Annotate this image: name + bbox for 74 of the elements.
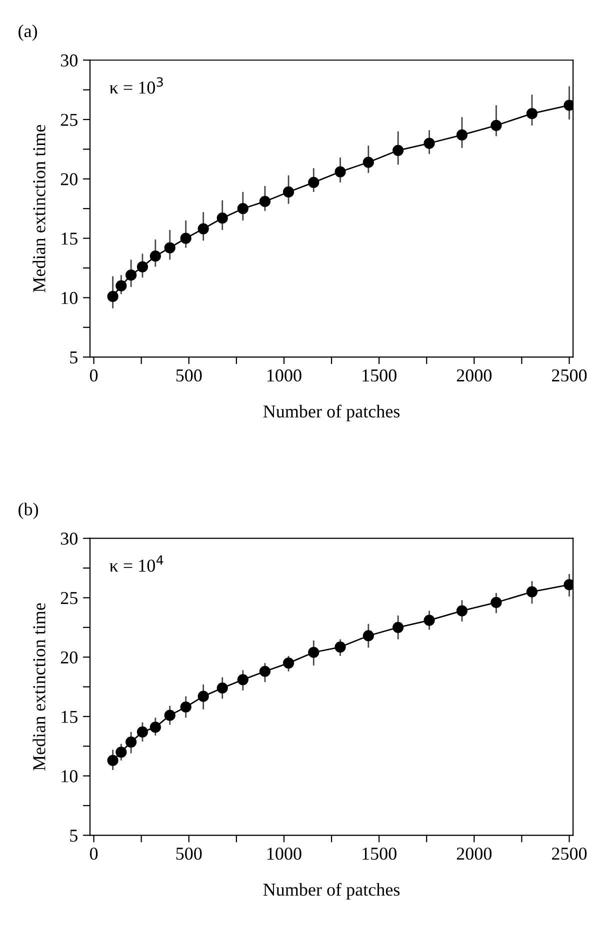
point <box>237 203 248 214</box>
x-tick-label: 0 <box>90 369 98 382</box>
point <box>136 726 148 738</box>
x-tick-label: 2500 <box>552 848 587 860</box>
point <box>456 605 468 616</box>
point <box>362 630 374 642</box>
point <box>259 666 271 677</box>
y-tick-label: 25 <box>60 592 78 604</box>
x-tick-label: 1500 <box>362 848 396 860</box>
x-axis-title: Number of patches <box>263 882 400 900</box>
y-axis-title: Median extinction time <box>32 124 46 292</box>
y-tick-label: 30 <box>60 532 78 545</box>
point <box>116 280 127 292</box>
point <box>424 138 435 149</box>
point <box>392 622 404 633</box>
point <box>107 754 118 766</box>
point <box>564 100 574 111</box>
x-tick-label: 2000 <box>456 848 492 860</box>
annotation: κ = 10$^{3}$ <box>110 77 163 94</box>
point <box>564 579 574 590</box>
chart-title: (b) <box>18 502 38 520</box>
y-axis-title: Median extinction time <box>32 603 46 771</box>
point <box>164 242 176 254</box>
point <box>216 682 228 694</box>
point <box>216 212 228 224</box>
x-axis-title: Number of patches <box>263 404 400 422</box>
point <box>237 674 248 686</box>
y-tick-label: 5 <box>70 351 78 364</box>
point <box>164 710 176 721</box>
x-tick-label: 1500 <box>362 369 396 382</box>
point <box>490 596 502 608</box>
point <box>308 646 320 658</box>
x-tick-label: 500 <box>176 369 202 382</box>
point <box>107 290 118 302</box>
point <box>259 196 271 208</box>
x-tick-label: 1000 <box>268 848 302 860</box>
point <box>362 156 374 168</box>
point <box>334 166 346 178</box>
y-tick-label: 10 <box>62 292 78 304</box>
point <box>424 614 435 626</box>
chart-title: (a) <box>18 24 38 41</box>
x-tick-label: 2500 <box>552 369 587 382</box>
x-tick-label: 500 <box>176 848 202 860</box>
point <box>180 232 192 244</box>
y-tick-label: 5 <box>70 830 78 842</box>
point <box>308 176 320 188</box>
point <box>456 129 468 141</box>
y-tick-label: 15 <box>62 232 78 245</box>
x-tick-label: 0 <box>90 848 98 860</box>
y-tick-label: 25 <box>60 114 78 126</box>
point <box>150 722 161 733</box>
x-tick-label: 1000 <box>268 369 302 382</box>
annotation: κ = 10$^{4}$ <box>110 555 164 572</box>
y-tick-label: 10 <box>62 770 78 782</box>
point <box>198 690 209 702</box>
point <box>526 108 538 120</box>
point <box>282 186 294 198</box>
point <box>490 120 502 132</box>
point <box>126 270 137 281</box>
point <box>150 250 161 262</box>
y-tick-label: 20 <box>60 173 78 186</box>
point <box>116 746 127 758</box>
point <box>180 701 192 713</box>
point <box>136 261 148 272</box>
point <box>198 223 209 234</box>
point <box>392 144 404 156</box>
point <box>334 641 346 653</box>
y-tick-label: 15 <box>62 710 78 723</box>
x-tick-label: 2000 <box>456 369 492 382</box>
point <box>126 736 137 748</box>
point <box>282 658 294 669</box>
y-tick-label: 30 <box>60 54 78 67</box>
y-tick-label: 20 <box>60 651 78 664</box>
point <box>526 586 538 598</box>
